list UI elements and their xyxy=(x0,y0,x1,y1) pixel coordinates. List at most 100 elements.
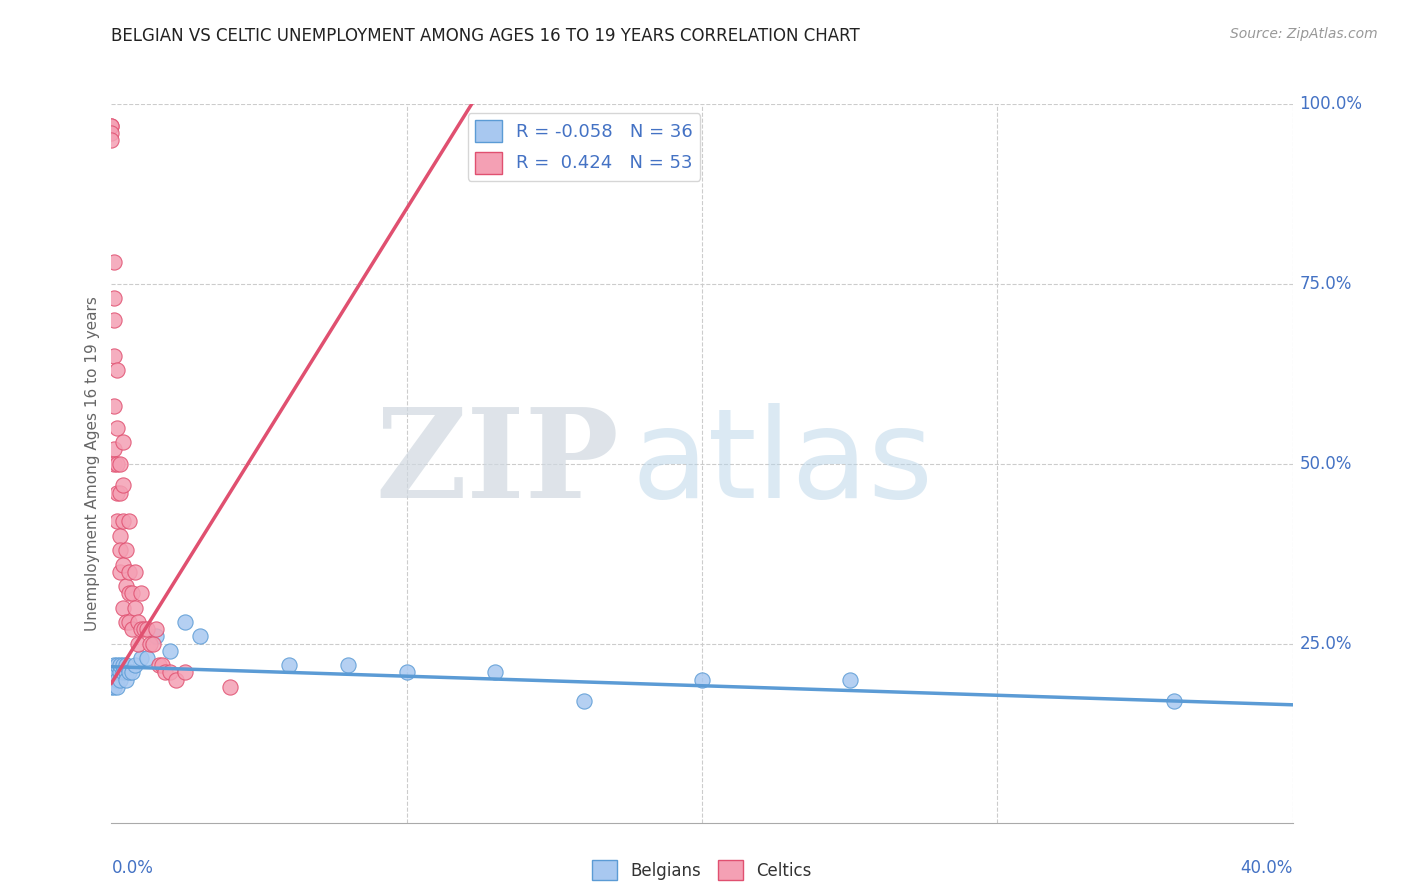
Point xyxy=(112,515,135,529)
Point xyxy=(118,586,141,600)
Point xyxy=(112,665,135,680)
Point xyxy=(115,579,138,593)
Point xyxy=(145,622,167,636)
Text: 0.0%: 0.0% xyxy=(111,859,153,877)
Point xyxy=(103,673,125,687)
Point xyxy=(103,399,125,413)
Point xyxy=(112,558,135,572)
Point xyxy=(110,565,132,579)
Point xyxy=(103,313,125,327)
Point xyxy=(1163,694,1185,708)
Point xyxy=(105,665,128,680)
Point xyxy=(127,615,149,629)
Text: 50.0%: 50.0% xyxy=(1299,455,1353,473)
Point xyxy=(105,515,128,529)
Text: 25.0%: 25.0% xyxy=(1299,635,1353,653)
Point xyxy=(110,529,132,543)
Point xyxy=(110,457,132,471)
Point xyxy=(105,457,128,471)
Point xyxy=(112,658,135,673)
Point xyxy=(105,485,128,500)
Point xyxy=(105,658,128,673)
Point xyxy=(135,622,157,636)
Point xyxy=(103,255,125,269)
Point xyxy=(118,665,141,680)
Point xyxy=(121,622,143,636)
Point xyxy=(129,651,152,665)
Point xyxy=(103,680,125,694)
Point xyxy=(132,622,155,636)
Point xyxy=(103,349,125,363)
Point xyxy=(112,600,135,615)
Point xyxy=(100,133,122,147)
Point xyxy=(124,565,146,579)
Point xyxy=(103,292,125,306)
Point xyxy=(127,637,149,651)
Point xyxy=(135,651,157,665)
Point xyxy=(100,680,122,694)
Point xyxy=(100,119,122,133)
Point xyxy=(395,665,418,680)
Point xyxy=(110,665,132,680)
Point xyxy=(336,658,359,673)
Point xyxy=(118,515,141,529)
Point xyxy=(218,680,240,694)
Point xyxy=(277,658,299,673)
Point xyxy=(129,622,152,636)
Point xyxy=(145,630,167,644)
Point xyxy=(103,658,125,673)
Point xyxy=(115,658,138,673)
Text: ZIP: ZIP xyxy=(375,403,619,524)
Text: atlas: atlas xyxy=(631,403,934,524)
Point xyxy=(100,126,122,140)
Point xyxy=(100,119,122,133)
Point xyxy=(105,421,128,435)
Point xyxy=(103,457,125,471)
Point xyxy=(105,673,128,687)
Point xyxy=(110,658,132,673)
Point xyxy=(159,644,181,658)
Point xyxy=(103,442,125,457)
Point xyxy=(118,615,141,629)
Point xyxy=(572,694,595,708)
Y-axis label: Unemployment Among Ages 16 to 19 years: Unemployment Among Ages 16 to 19 years xyxy=(86,296,100,632)
Point xyxy=(153,665,176,680)
Point xyxy=(150,658,173,673)
Point xyxy=(174,615,197,629)
Point xyxy=(159,665,181,680)
Text: 100.0%: 100.0% xyxy=(1299,95,1362,113)
Point xyxy=(105,680,128,694)
Text: Source: ZipAtlas.com: Source: ZipAtlas.com xyxy=(1230,27,1378,41)
Text: 75.0%: 75.0% xyxy=(1299,275,1353,293)
Point xyxy=(115,673,138,687)
Point xyxy=(110,673,132,687)
Point xyxy=(484,665,506,680)
Text: 40.0%: 40.0% xyxy=(1240,859,1292,877)
Point xyxy=(100,673,122,687)
Point xyxy=(110,543,132,558)
Point xyxy=(188,630,211,644)
Point xyxy=(115,615,138,629)
Point xyxy=(112,435,135,450)
Point xyxy=(165,673,187,687)
Point xyxy=(139,637,162,651)
Point xyxy=(118,565,141,579)
Point xyxy=(124,658,146,673)
Point xyxy=(124,600,146,615)
Point xyxy=(148,658,170,673)
Point xyxy=(103,665,125,680)
Text: BELGIAN VS CELTIC UNEMPLOYMENT AMONG AGES 16 TO 19 YEARS CORRELATION CHART: BELGIAN VS CELTIC UNEMPLOYMENT AMONG AGE… xyxy=(111,27,860,45)
Point xyxy=(838,673,860,687)
Point xyxy=(110,485,132,500)
Point xyxy=(174,665,197,680)
Legend: Belgians, Celtics: Belgians, Celtics xyxy=(586,854,818,887)
Point xyxy=(121,665,143,680)
Point xyxy=(112,478,135,492)
Point xyxy=(105,363,128,377)
Point xyxy=(142,637,165,651)
Point xyxy=(115,665,138,680)
Point xyxy=(690,673,713,687)
Point xyxy=(129,586,152,600)
Point xyxy=(115,543,138,558)
Point xyxy=(121,586,143,600)
